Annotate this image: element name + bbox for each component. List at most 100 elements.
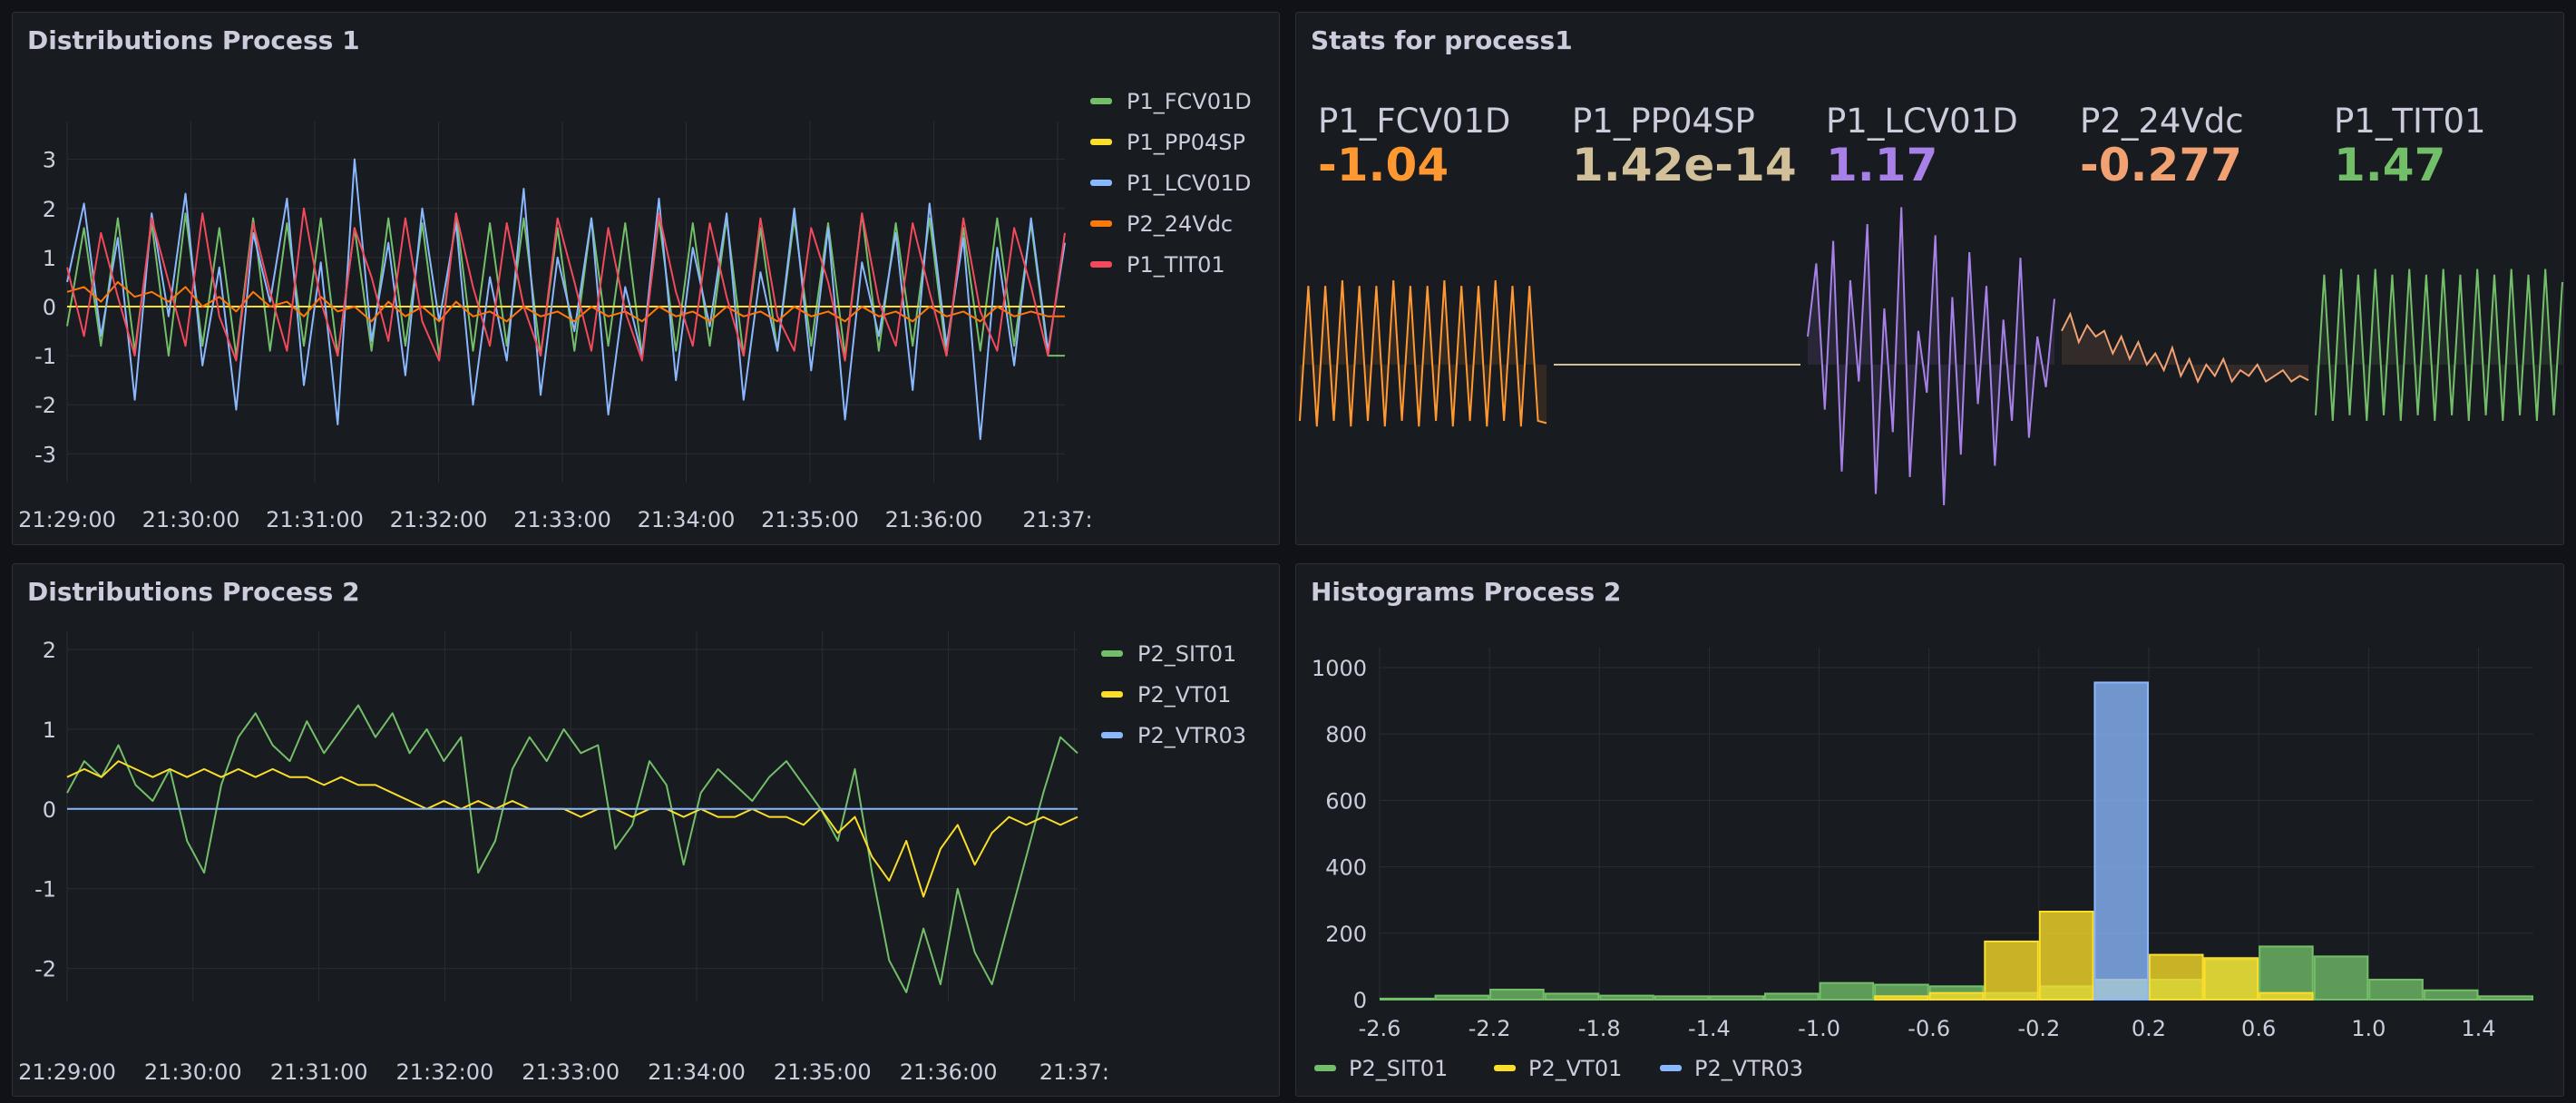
y-tick-label: 2	[43, 638, 56, 663]
y-tick-label: 600	[1325, 788, 1367, 814]
legend-swatch-p2-vt01	[1494, 1065, 1516, 1071]
hist-bar-p2-vt01	[1928, 991, 1985, 1001]
sparkline-p1-fcv01d	[1299, 279, 1547, 427]
legend-label-p2-vt01: P2_VT01	[1528, 1056, 1622, 1081]
legend-swatch-p2-vtr03	[1660, 1065, 1682, 1071]
y-tick-label: 1000	[1312, 656, 1367, 681]
sparkline-area-p2-24vdc	[2062, 314, 2308, 382]
legend-swatch-p1-fcv01d	[1090, 98, 1112, 104]
panel-title[interactable]: Histograms Process 2	[1311, 577, 1622, 607]
y-tick-label: 1	[43, 246, 56, 271]
legend-swatch-p2-sit01	[1314, 1065, 1336, 1071]
sparkline-p1-tit01	[2315, 268, 2563, 422]
hist-bar-p2-sit01	[2478, 995, 2534, 1001]
series-line-p2-sit01	[66, 704, 1078, 993]
legend-swatch-p1-pp04sp	[1090, 139, 1112, 145]
y-tick-label: -2	[34, 957, 56, 982]
x-tick-label: 0.2	[2132, 1016, 2166, 1041]
x-tick-label: -1.8	[1578, 1016, 1621, 1041]
histogram-chart-process-2[interactable]: 0 200 400 600 800 1000 -2.6 -2.2 -1.8 -1.4 -1.0 -0.…	[1296, 564, 2564, 1097]
hist-bar-p2-sit01	[1709, 995, 1764, 1001]
stat-name: P2_24Vdc	[2080, 102, 2244, 141]
hist-bar-p2-vt01	[2149, 953, 2204, 1001]
x-tick-label: 21:32:00	[396, 1059, 494, 1085]
legend-label-p1-lcv01d: P1_LCV01D	[1127, 171, 1251, 196]
hist-bar-p2-vt01	[1984, 940, 2039, 1001]
legend-swatch-p1-lcv01d	[1090, 180, 1112, 186]
x-tick-label: -1.0	[1798, 1016, 1840, 1041]
x-tick-label: 21:30:00	[144, 1059, 242, 1085]
stat-p2-24vdc[interactable]: P2_24Vdc -0.277	[2080, 102, 2244, 191]
x-tick-label: 21:33:00	[513, 507, 611, 532]
legend-swatch-p2-sit01	[1101, 650, 1123, 657]
legend-label-p2-vtr03: P2_VTR03	[1137, 723, 1246, 748]
x-tick-label: 21:31:00	[266, 507, 364, 532]
x-tick-label: 21:33:00	[522, 1059, 620, 1085]
hist-bar-p2-sit01	[1764, 992, 1820, 1001]
hist-bar-p2-vt01	[2203, 957, 2259, 1001]
legend-label-p1-tit01: P1_TIT01	[1127, 252, 1225, 278]
hist-bar-p2-sit01	[1489, 989, 1545, 1001]
time-series-chart-process-1[interactable]: -3 -2 -1 0 1 2 3 21:29:00 21:30:00 21:31:00 21:32:…	[13, 13, 1280, 545]
x-tick-label: 21:29:00	[18, 507, 116, 532]
stat-p1-pp04sp[interactable]: P1_PP04SP 1.42e-14	[1572, 102, 1797, 191]
legend-swatch-p2-vt01	[1101, 691, 1123, 698]
series-line-p1-lcv01d	[66, 158, 1066, 441]
series-line-p1-fcv01d	[66, 212, 1065, 357]
y-tick-label: 2	[43, 197, 56, 222]
panel-title[interactable]: Distributions Process 1	[27, 25, 360, 55]
y-tick-label: 0	[43, 295, 56, 320]
sparkline-area-p1-lcv01d	[1808, 207, 2054, 505]
hist-bar-p2-sit01	[1819, 981, 1875, 1001]
time-series-chart-process-2[interactable]: -2 -1 0 1 2 21:29:00 21:30:00 21:31:00 21:32:00 2…	[13, 564, 1280, 1097]
legend-label-p2-sit01: P2_SIT01	[1137, 641, 1236, 667]
stat-value: -0.277	[2080, 139, 2242, 191]
x-tick-label: 21:30:00	[142, 507, 240, 532]
panel-title[interactable]: Stats for process1	[1311, 25, 1573, 55]
stat-name: P1_PP04SP	[1572, 102, 1755, 141]
hist-bar-p2-sit01	[1544, 992, 1600, 1001]
legend-label-p2-24vdc: P2_24Vdc	[1127, 211, 1233, 237]
hist-bar-p2-sit01	[2259, 945, 2314, 1001]
panel-distributions-process-2: Distributions Process 2 -2 -1 0 1 2 21:29:00 2…	[12, 563, 1280, 1097]
x-tick-label: 1.0	[2351, 1016, 2386, 1041]
legend-label-p2-vt01: P2_VT01	[1137, 682, 1231, 708]
hist-bar-p2-vt01	[2038, 911, 2094, 1001]
legend-swatch-p2-24vdc	[1090, 220, 1112, 227]
x-tick-label: 21:34:00	[638, 507, 736, 532]
x-tick-label: 21:36:00	[885, 507, 983, 532]
stat-p1-tit01[interactable]: P1_TIT01 1.47	[2334, 102, 2486, 191]
stat-name: P1_TIT01	[2334, 102, 2486, 141]
series-line-p2-24vdc	[66, 280, 1065, 323]
hist-bar-p2-sit01	[1599, 994, 1654, 1001]
x-tick-label: 21:29:00	[18, 1059, 116, 1085]
x-tick-label: 21:34:00	[648, 1059, 746, 1085]
y-tick-label: 0	[43, 797, 56, 823]
x-tick-label: 21:35:00	[761, 507, 859, 532]
y-tick-label: 800	[1325, 722, 1367, 747]
panel-stats-process1: Stats for process1 P1_FCV01D -1.04 P1_PP04…	[1295, 12, 2564, 545]
hist-bar-p2-sit01	[2368, 979, 2424, 1001]
x-tick-label: 0.6	[2241, 1016, 2276, 1041]
hist-bar-p2-sit01	[1654, 995, 1710, 1001]
x-tick-label: -2.6	[1359, 1016, 1401, 1041]
x-tick-label: 21:32:00	[390, 507, 488, 532]
y-tick-label: -1	[34, 877, 56, 903]
y-tick-label: 1	[43, 717, 56, 743]
hist-bar-p2-vt01	[2259, 991, 2314, 1001]
x-tick-label: 21:31:00	[270, 1059, 368, 1085]
stat-p1-lcv01d[interactable]: P1_LCV01D 1.17	[1826, 102, 2018, 191]
series-line-p1-tit01	[66, 207, 1066, 362]
y-tick-label: -1	[34, 344, 56, 369]
stat-value: 1.42e-14	[1572, 139, 1797, 191]
x-tick-label: -0.2	[2017, 1016, 2060, 1041]
stat-p1-fcv01d[interactable]: P1_FCV01D -1.04	[1318, 102, 1510, 191]
x-tick-label: 21:37:	[1039, 1059, 1109, 1085]
panel-title[interactable]: Distributions Process 2	[27, 577, 360, 607]
stat-value: 1.17	[1826, 139, 1938, 191]
hist-bar-p2-vtr03	[2093, 681, 2150, 1001]
hist-bar-p2-sit01	[2313, 955, 2369, 1001]
legend-label-p1-pp04sp: P1_PP04SP	[1127, 130, 1245, 155]
x-tick-label: -2.2	[1469, 1016, 1511, 1041]
stat-name: P1_FCV01D	[1318, 102, 1511, 141]
